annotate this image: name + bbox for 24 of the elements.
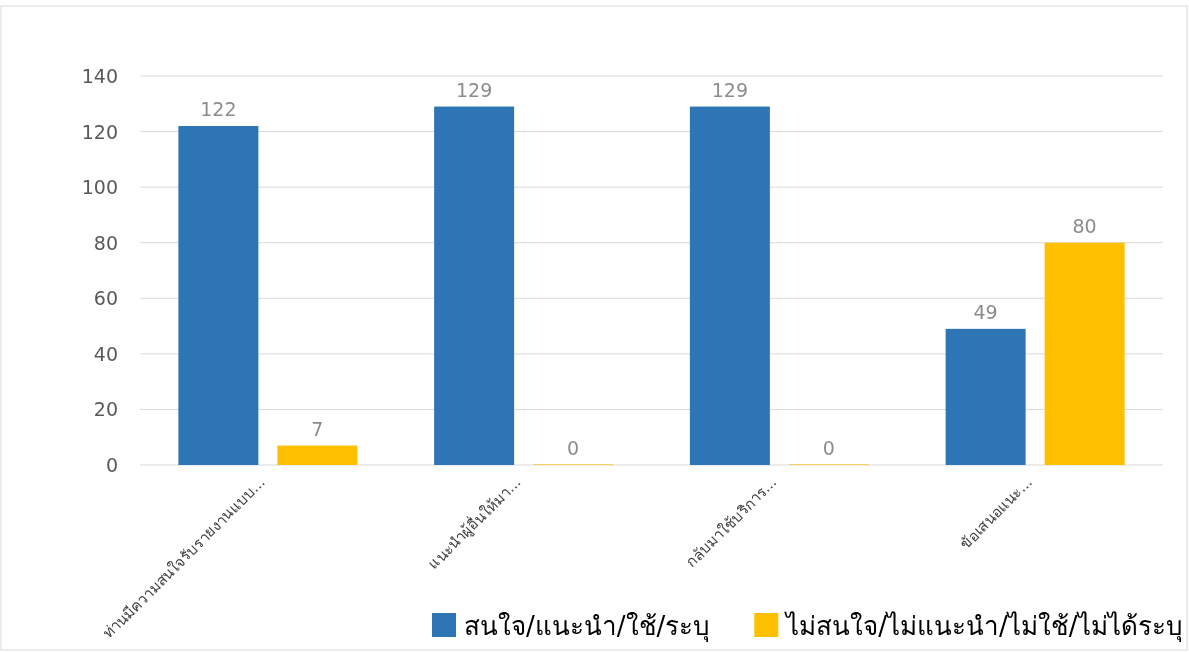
- data-label: 129: [455, 78, 493, 101]
- bar: [277, 445, 358, 465]
- y-tick-label: 100: [81, 176, 118, 199]
- data-label: 49: [973, 300, 998, 323]
- y-tick-label: 120: [81, 120, 118, 143]
- y-tick-label: 80: [93, 231, 118, 254]
- y-tick-label: 20: [93, 398, 118, 421]
- bar: [945, 328, 1026, 465]
- y-tick-label: 40: [93, 342, 118, 365]
- bar: [434, 106, 515, 465]
- data-label: 0: [567, 437, 580, 459]
- y-tick-label: 140: [81, 65, 118, 87]
- legend-label: สนใจ/แนะนำ/ใช้/ระบุ: [464, 611, 711, 642]
- data-label: 129: [711, 78, 749, 101]
- y-tick-label: 60: [93, 287, 118, 310]
- bar: [689, 106, 770, 465]
- data-label: 122: [200, 98, 237, 121]
- bar: [178, 126, 259, 465]
- y-tick-label: 0: [105, 454, 118, 476]
- data-label: 0: [822, 437, 835, 459]
- data-label: 7: [311, 417, 324, 440]
- data-label: 80: [1072, 214, 1097, 237]
- bar: [1044, 242, 1125, 465]
- legend-label: ไม่สนใจ/ไม่แนะนำ/ไม่ใช้/ไม่ได้ระบุ: [784, 611, 1183, 642]
